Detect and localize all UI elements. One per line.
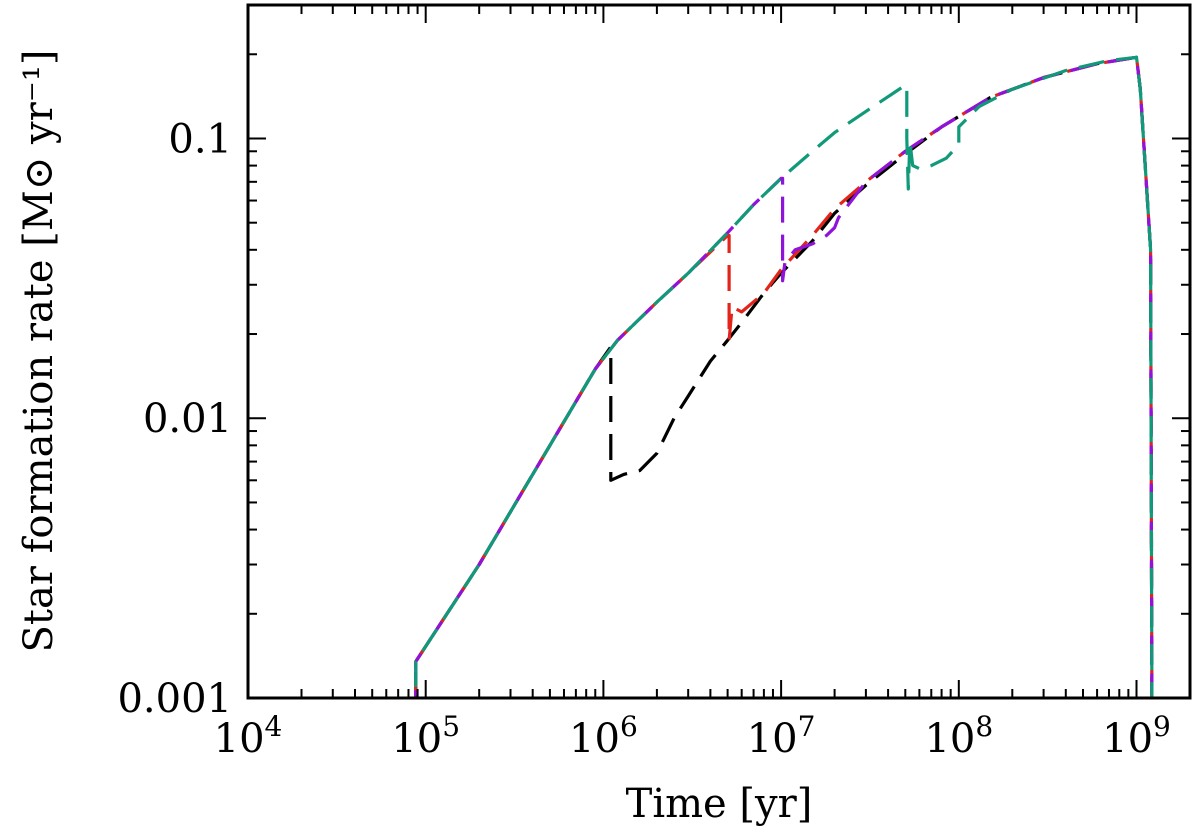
x-tick-label: 104 (214, 710, 283, 762)
x-tick-label: 108 (924, 710, 993, 762)
x-tick-label: 105 (391, 710, 460, 762)
series-line-2 (414, 55, 1154, 699)
x-tick-label-base: 10 (391, 716, 442, 762)
x-tick-label-exponent: 9 (1153, 710, 1171, 743)
x-tick-label-base: 10 (924, 716, 975, 762)
ticks-layer (247, 5, 1191, 699)
x-tick-label-base: 10 (1102, 716, 1153, 762)
x-tick-label: 109 (1102, 710, 1171, 762)
x-tick-label-exponent: 6 (620, 710, 638, 743)
series-line-3 (414, 55, 1154, 699)
x-tick-label: 106 (569, 710, 638, 762)
x-tick-label-exponent: 7 (798, 710, 816, 743)
y-tick-label: 0.1 (168, 116, 232, 162)
series-line-1 (414, 55, 1154, 699)
x-tick-label-base: 10 (214, 716, 265, 762)
x-tick-label-exponent: 5 (442, 710, 460, 743)
x-tick-label: 107 (747, 710, 816, 762)
x-tick-label-base: 10 (747, 716, 798, 762)
series-line-4 (414, 55, 1154, 699)
series-layer (414, 55, 1154, 699)
x-tick-label-exponent: 8 (975, 710, 993, 743)
x-tick-label-base: 10 (569, 716, 620, 762)
y-axis-label: Star formation rate [M⊙ yr⁻¹] (16, 49, 62, 652)
y-tick-label: 0.001 (117, 676, 232, 722)
x-tick-label-exponent: 4 (265, 710, 283, 743)
plot-frame (246, 3, 1192, 700)
x-axis-label: Time [yr] (626, 781, 813, 827)
y-tick-label: 0.01 (143, 396, 232, 442)
